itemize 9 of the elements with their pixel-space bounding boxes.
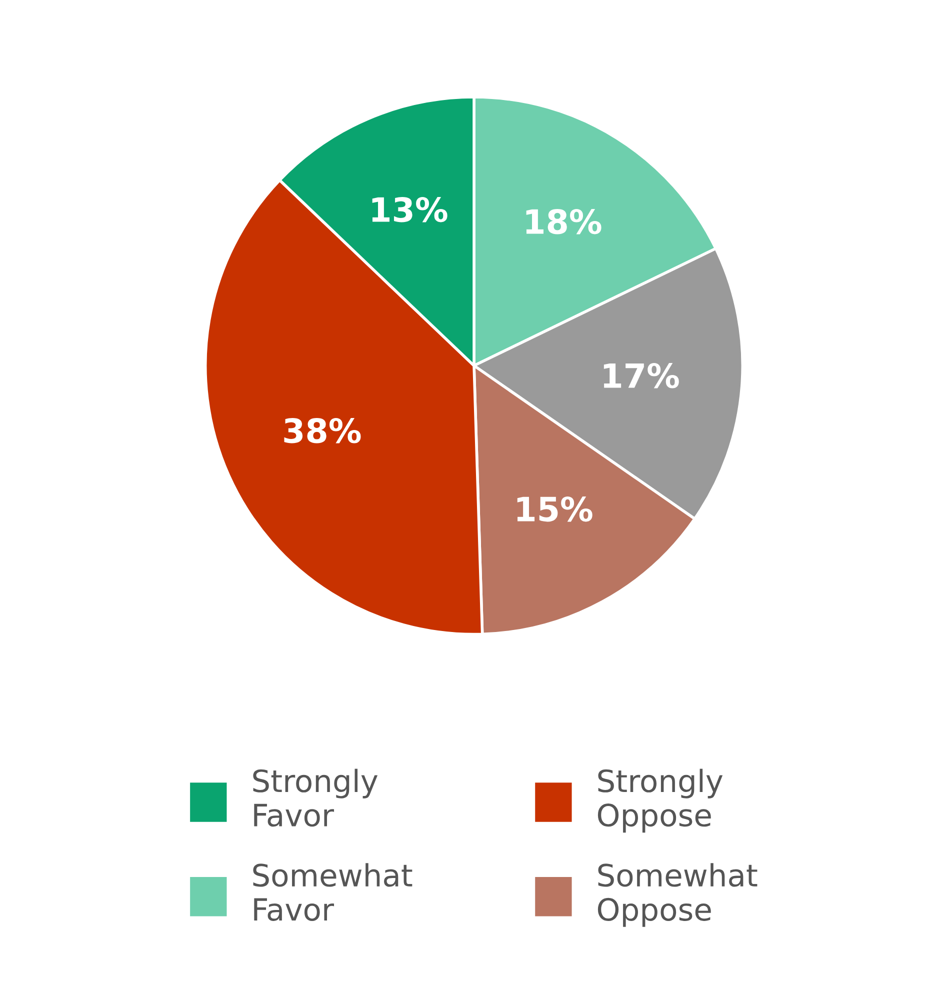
legend-label: Strongly Oppose <box>598 768 723 833</box>
legend-label: Somewhat Oppose <box>598 863 758 927</box>
data-label: 15% <box>517 496 592 522</box>
data-label: 17% <box>604 363 679 388</box>
data-label: 18% <box>526 208 602 234</box>
legend-label: Somewhat Favor <box>253 863 412 921</box>
data-label: 38% <box>284 418 361 444</box>
legend-label: Strongly Favor <box>253 768 378 827</box>
data-label: 13% <box>372 196 448 222</box>
